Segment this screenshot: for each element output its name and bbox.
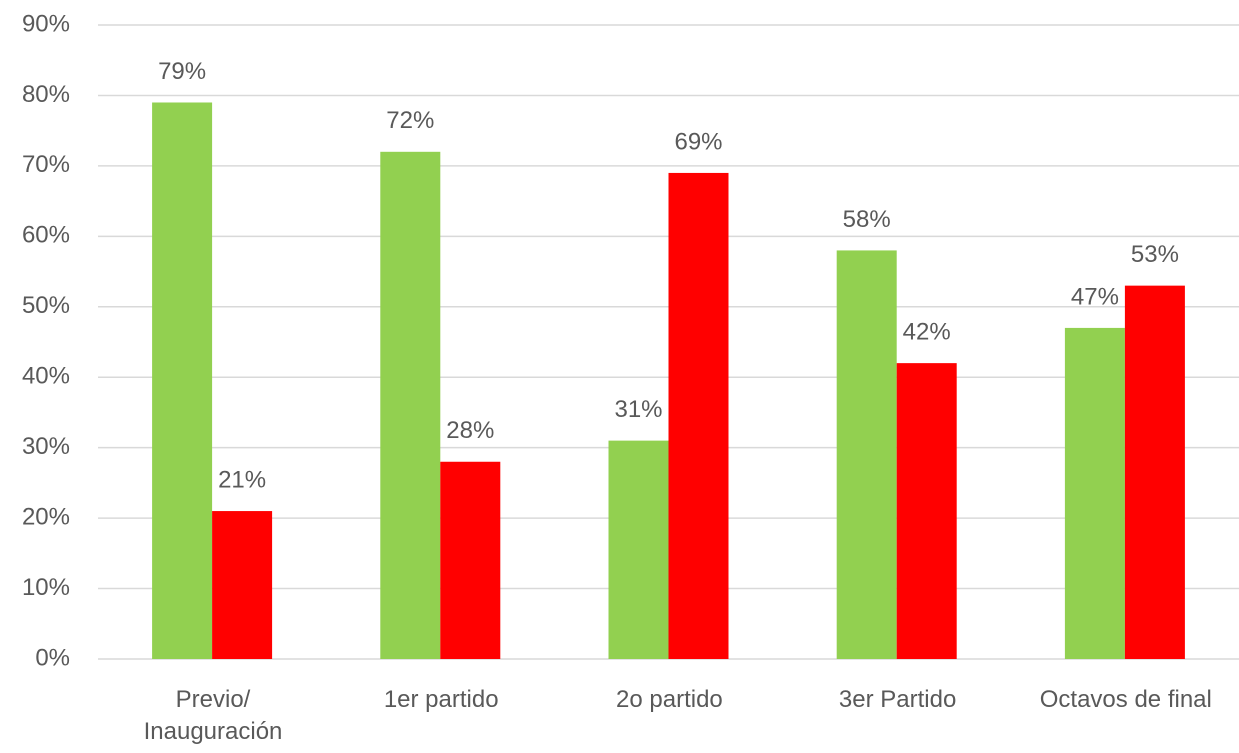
bar	[668, 172, 729, 659]
bar	[608, 440, 669, 659]
y-tick-label: 20%	[22, 503, 70, 530]
data-label: 79%	[158, 58, 206, 85]
bar	[1064, 327, 1125, 659]
data-label: 69%	[674, 128, 722, 155]
y-tick-label: 90%	[22, 10, 70, 37]
data-label: 53%	[1131, 241, 1179, 268]
y-tick-label: 70%	[22, 151, 70, 178]
y-tick-label: 40%	[22, 363, 70, 390]
data-label: 42%	[903, 318, 951, 345]
data-label: 58%	[843, 206, 891, 233]
y-tick-label: 60%	[22, 222, 70, 249]
y-tick-label: 30%	[22, 433, 70, 460]
x-tick-label: Previo/ Inauguración	[143, 686, 283, 745]
data-label: 31%	[614, 396, 662, 423]
x-tick-label: 1er partido	[383, 686, 499, 713]
bar	[380, 151, 441, 660]
y-tick-label: 0%	[35, 644, 70, 671]
bar	[896, 363, 957, 659]
bar	[836, 250, 897, 659]
data-label: 28%	[446, 417, 494, 444]
y-tick-label: 50%	[22, 292, 70, 319]
x-tick-label: 3er Partido	[838, 686, 957, 713]
bar	[212, 511, 273, 659]
x-tick-label: 2o partido	[616, 686, 723, 713]
y-tick-label: 10%	[22, 574, 70, 601]
bar	[152, 102, 213, 659]
x-tick-label: Octavos de final	[1039, 686, 1212, 713]
bar	[1124, 285, 1185, 659]
data-label: 72%	[386, 107, 434, 134]
data-label: 47%	[1071, 283, 1119, 310]
bar	[440, 461, 501, 659]
data-label: 21%	[218, 466, 266, 493]
y-tick-label: 80%	[22, 81, 70, 108]
